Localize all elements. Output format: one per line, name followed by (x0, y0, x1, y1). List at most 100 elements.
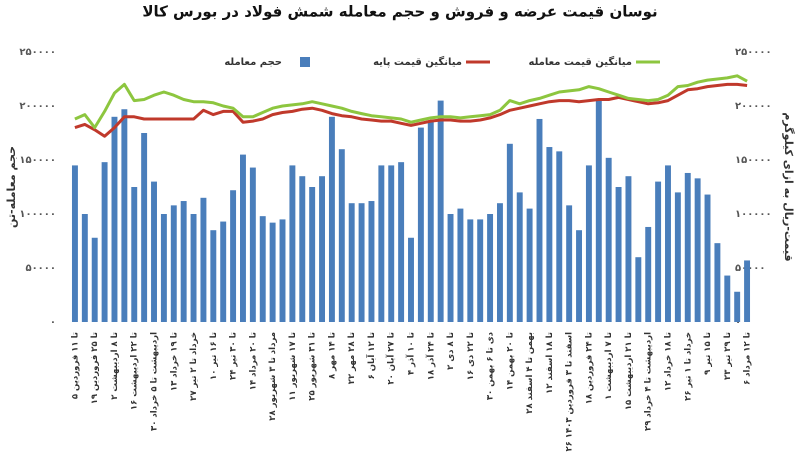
x-tick-label: ۲۹ اردیبهشت تا ۴ خرداد (644, 332, 654, 431)
x-tick-label: ۲۲ تا ۲۸ مهر (347, 332, 357, 384)
bar (704, 194, 711, 322)
x-tick-label: ۶ تا ۱۲ آبان (365, 332, 377, 379)
bar (635, 257, 642, 322)
bar (398, 162, 405, 322)
y2-tick-label: ۰ (735, 317, 741, 328)
bar (240, 154, 246, 322)
x-tick-label: ۳۰ اردیبهشت تا ۵ خرداد (150, 332, 160, 431)
bar (437, 100, 444, 322)
y-tick-label: ۰ (50, 317, 56, 328)
x-tick-label: ۱۲ تا ۱۸ اسفند (545, 332, 555, 394)
x-tick-label: ۱۶ تا ۲۲ دی (466, 332, 476, 380)
x-tick-label: ۱۴ تا ۲۰ مرداد (248, 332, 258, 390)
line (74, 82, 748, 138)
bar (269, 222, 276, 322)
bar (477, 219, 484, 322)
bar (141, 133, 148, 322)
bar (101, 162, 108, 322)
bar (447, 214, 454, 322)
y2-tick-label: ۵۰۰۰۰ (735, 263, 766, 274)
bar (625, 176, 632, 322)
bar (289, 165, 296, 322)
bar (180, 201, 187, 322)
x-tick-label: ۲ تا ۸ اردیبهشت (110, 332, 120, 400)
x-tick-label: ۲۵ تا ۳۱ شهریور (308, 332, 318, 401)
bar (388, 165, 395, 322)
bar (71, 165, 78, 322)
legend-label: حجم معامله (224, 57, 282, 68)
bar (595, 100, 602, 322)
legend-label: میانگین قیمت پایه (373, 55, 462, 68)
x-tick-label: ۲۶ اسفند تا ۳ فروردین ۱۴۰۳ (565, 332, 575, 452)
bar (378, 165, 385, 322)
x-tick-label: ۱۵ تا ۲۱ اردیبهشت (624, 332, 634, 410)
bar (694, 178, 701, 322)
bar (605, 157, 612, 322)
bar (348, 203, 355, 322)
bar (279, 219, 286, 322)
y-axis-title: حجم معامله-تن (5, 146, 18, 228)
x-tick-label: ۱۳ تا ۱۹ خرداد (169, 332, 179, 391)
y2-tick-label: ۲۵۰۰۰۰ (735, 47, 772, 58)
bar (358, 203, 365, 322)
line (74, 74, 748, 130)
bar (585, 165, 592, 322)
x-tick-label: ۴ تا ۱۰ آذر (405, 332, 417, 375)
x-tick-label: ۵ تا ۱۱ فروردین (70, 332, 80, 399)
bar (259, 216, 266, 322)
bar (576, 230, 582, 322)
bar (526, 208, 533, 322)
bar (160, 214, 167, 322)
bar (220, 221, 227, 322)
x-tick-label: ۱۰ تا ۱۶ تیر (209, 332, 219, 380)
bar (546, 147, 553, 322)
y2-tick-label: ۱۰۰۰۰۰ (735, 209, 772, 220)
bar (724, 275, 731, 322)
bar (516, 192, 523, 322)
y2-axis-title: قیمت-ریال به ازای کیلوگرم (782, 112, 795, 261)
x-tick-label: ۱۸ تا ۲۴ فروردین (584, 332, 594, 404)
bar (111, 116, 118, 322)
bar (566, 205, 573, 322)
bar (328, 116, 335, 322)
x-tick-label: ۲۸ بهمن تا ۴ اسفند (525, 332, 535, 414)
bar (655, 181, 662, 322)
bar (121, 109, 128, 323)
bar (684, 172, 691, 322)
bar (190, 214, 197, 322)
x-tick-label: ۱۹ تا ۲۵ فروردین (90, 332, 100, 404)
bar (417, 127, 424, 322)
x-tick-label: ۱۸ تا ۲۴ آذر (424, 332, 436, 380)
bar (744, 260, 751, 322)
bar (714, 243, 721, 322)
legend-swatch (300, 57, 310, 67)
x-tick-label: ۲۰ تا ۲۷ آبان (385, 332, 397, 385)
y-tick-label: ۲۰۰۰۰۰ (19, 101, 56, 112)
bar (665, 165, 671, 322)
bar (338, 149, 345, 322)
x-tick-label: ۲۴ تا ۳۰ تیر (229, 332, 239, 380)
bar (536, 118, 543, 323)
bar (487, 214, 494, 322)
x-tick-label: ۲۶ خرداد تا ۱ تیر (683, 332, 693, 401)
bar (734, 291, 741, 322)
bar (151, 181, 157, 322)
bar (506, 143, 513, 322)
x-tick-label: ۲۳ تا ۲۹ تیر (723, 332, 733, 380)
bar (496, 203, 503, 322)
bar (615, 187, 622, 322)
x-tick-label: ۲۷ خرداد تا ۲ تیر (189, 332, 199, 401)
bar (131, 187, 138, 322)
x-tick-label: ۳۰ دی تا ۶ بهمن (486, 331, 496, 400)
bar (427, 121, 434, 323)
y-tick-label: ۱۰۰۰۰۰ (19, 209, 56, 220)
bar (210, 230, 217, 322)
bar (408, 237, 414, 322)
x-tick-label: ۲ تا ۸ دی (446, 332, 456, 370)
bar (556, 151, 563, 322)
bar (230, 190, 237, 322)
x-tick-label: ۸ تا ۱۴ مهر (327, 332, 337, 379)
x-tick-label: ۲۸ مرداد تا ۳ شهریور (268, 332, 278, 421)
legend-label: میانگین قیمت معامله (529, 55, 633, 68)
